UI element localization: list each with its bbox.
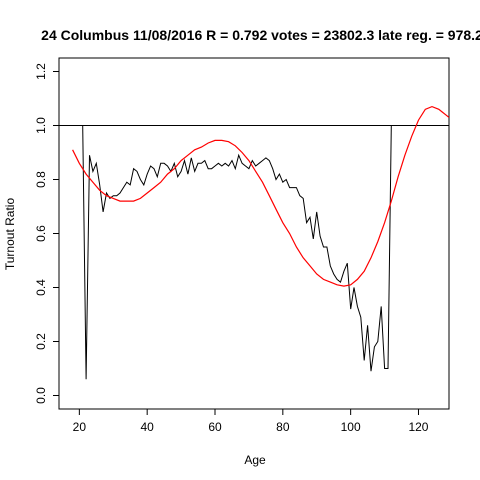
plot-area	[59, 105, 449, 380]
fitted-curve-line	[72, 105, 449, 287]
x-tick-label: 100	[341, 420, 361, 434]
x-tick-label: 20	[73, 420, 87, 434]
x-axis-label: Age	[244, 453, 266, 467]
y-axis-label: Turnout Ratio	[3, 198, 17, 271]
y-tick-label: 1.2	[34, 63, 48, 80]
chart-title: 24 Columbus 11/08/2016 R = 0.792 votes =…	[41, 27, 480, 43]
turnout-series-line	[82, 125, 392, 380]
y-tick-label: 0.6	[34, 225, 48, 242]
y-tick-label: 0.2	[34, 333, 48, 350]
y-axis: 0.0 0.2 0.4 0.6 0.8 1.0 1.2	[34, 63, 59, 404]
plot-frame	[58, 57, 450, 410]
x-axis: 20 40 60 80 100 120	[73, 409, 429, 434]
x-tick-label: 40	[140, 420, 154, 434]
x-tick-label: 120	[408, 420, 428, 434]
y-tick-label: 0.8	[34, 171, 48, 188]
y-tick-label: 1.0	[34, 117, 48, 134]
x-tick-label: 80	[276, 420, 290, 434]
x-tick-label: 60	[208, 420, 222, 434]
y-tick-label: 0.0	[34, 387, 48, 404]
y-tick-label: 0.4	[34, 279, 48, 296]
